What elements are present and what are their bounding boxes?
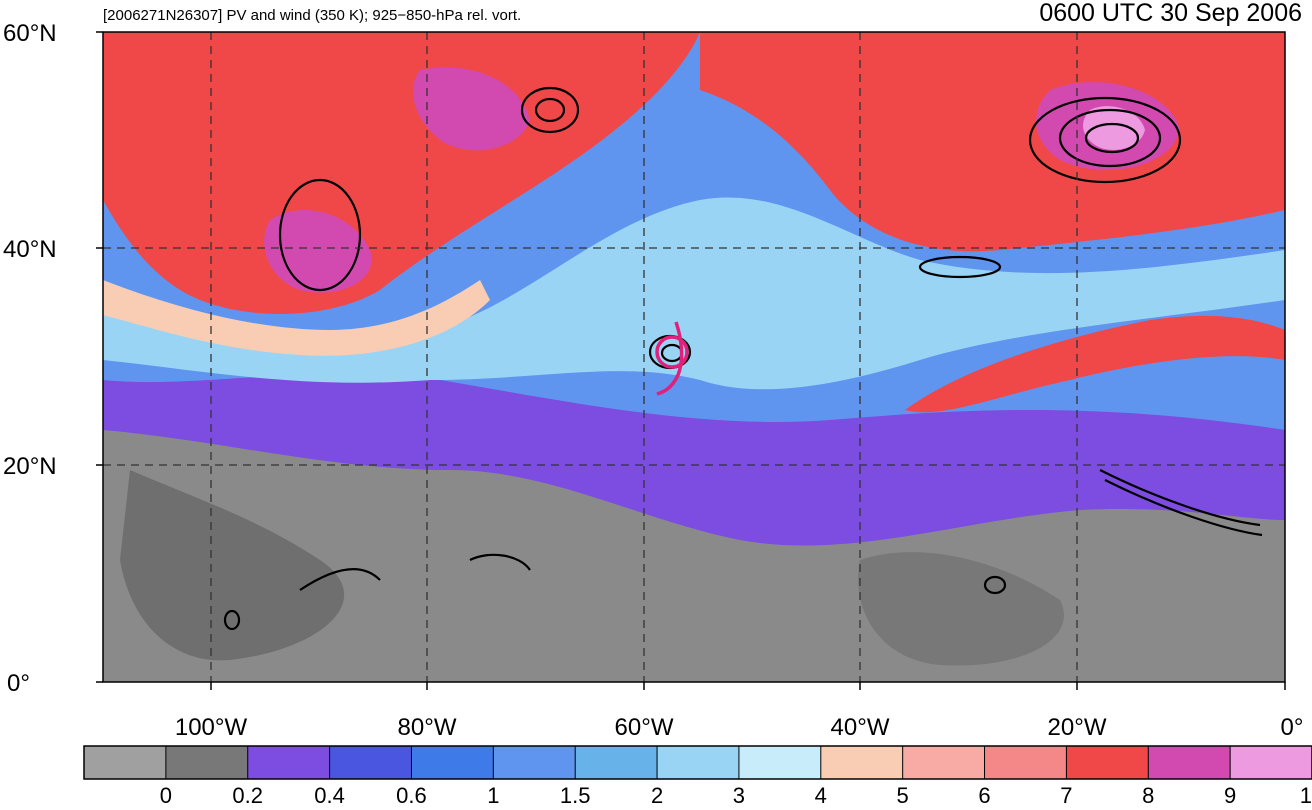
colorbar-label: 5 — [896, 783, 909, 808]
pv-core-2 — [412, 67, 530, 151]
colorbar-label: 0 — [159, 783, 172, 808]
valid-time: 0600 UTC 30 Sep 2006 — [1039, 0, 1302, 27]
colorbar-bin — [574, 745, 659, 780]
pv-core-4 — [1083, 106, 1145, 150]
colorbar-label: 8 — [1142, 783, 1155, 808]
lat-label-40n: 40°N — [3, 236, 57, 263]
colorbar-bin — [984, 745, 1068, 780]
colorbar-bin — [492, 745, 577, 780]
colorbar-label: 6 — [978, 783, 991, 808]
colorbar-label: 2 — [650, 783, 664, 808]
colorbar-bin — [820, 745, 904, 780]
lat-label-20n: 20°N — [3, 453, 57, 480]
colorbar-label: 9 — [1224, 783, 1237, 808]
colorbar-bin — [656, 745, 740, 780]
colorbar-label: 1.5 — [559, 783, 591, 808]
pv-high-atlantic — [700, 32, 1285, 252]
lon-label-40w: 40°W — [830, 714, 890, 741]
pv-high-north-america — [103, 32, 700, 314]
colorbar-bin — [738, 745, 822, 780]
lon-label-100w: 100°W — [174, 714, 248, 741]
axis-ticks — [96, 31, 1286, 690]
colorbar-bin — [83, 745, 167, 780]
colorbar-bin — [410, 745, 495, 780]
colorbar-label: 1 — [487, 783, 500, 808]
pv-peach-band — [103, 280, 490, 356]
lat-label-0: 0° — [7, 670, 30, 697]
colorbar-bin — [329, 745, 413, 780]
colorbar-bin — [902, 745, 986, 780]
colorbar-label: 0.6 — [396, 783, 427, 808]
colorbar-label: 10 — [1299, 783, 1312, 808]
graticule — [103, 32, 1285, 682]
map-frame — [102, 31, 1286, 683]
lon-label-60w: 60°W — [614, 714, 674, 741]
colorbar-frame — [83, 745, 1312, 780]
lon-label-0: 0° — [1280, 714, 1304, 741]
storm-track-marker — [655, 321, 689, 396]
lat-label-60n: 60°N — [3, 20, 57, 47]
colorbar-bin — [247, 745, 331, 780]
colorbar-bin — [1065, 745, 1150, 780]
colorbar-label: 0.2 — [232, 783, 264, 808]
colorbar-label: 7 — [1060, 783, 1073, 808]
pv-grey-patch-2 — [858, 552, 1064, 666]
pv-streamer — [905, 315, 1285, 413]
colorbar — [83, 745, 1312, 780]
plot-title: [2006271N26307] PV and wind (350 K); 925… — [103, 7, 522, 24]
colorbar-label: 4 — [814, 783, 827, 808]
lon-label-80w: 80°W — [397, 714, 457, 741]
lon-label-20w: 20°W — [1047, 714, 1107, 741]
colorbar-bin — [1147, 745, 1232, 780]
vorticity-contours — [223, 86, 1263, 631]
colorbar-label: 0.4 — [314, 783, 345, 808]
pv-grey-patch — [120, 470, 345, 661]
colorbar-bin — [1229, 745, 1312, 780]
colorbar-bin — [165, 745, 249, 780]
colorbar-label: 3 — [732, 783, 746, 808]
